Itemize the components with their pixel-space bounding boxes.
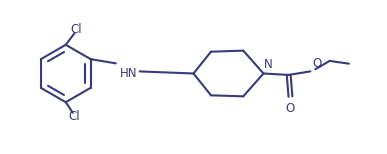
Text: HN: HN bbox=[120, 67, 138, 80]
Text: Cl: Cl bbox=[68, 110, 80, 123]
Text: O: O bbox=[286, 101, 295, 115]
Text: N: N bbox=[264, 58, 273, 71]
Text: Cl: Cl bbox=[70, 22, 82, 36]
Text: O: O bbox=[312, 57, 321, 70]
